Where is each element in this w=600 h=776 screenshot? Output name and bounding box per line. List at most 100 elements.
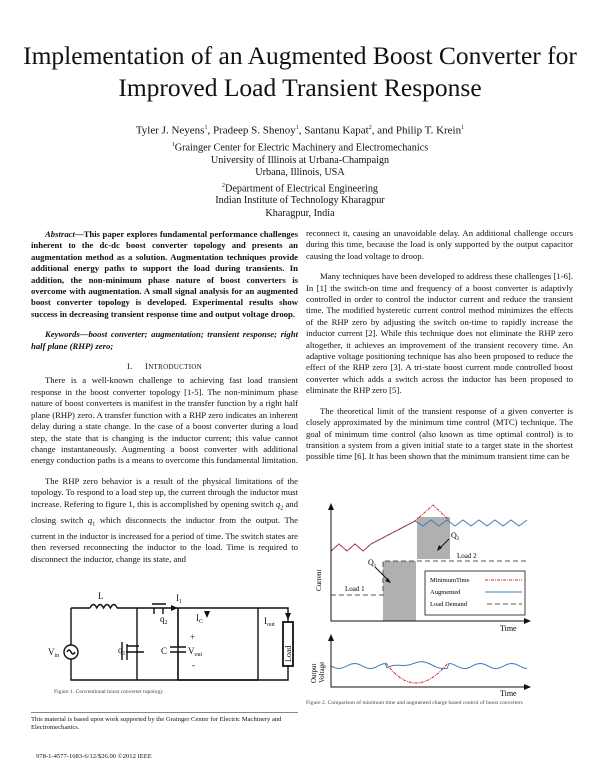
subscript: 2 <box>280 505 284 512</box>
label-ic: IC <box>196 613 203 625</box>
x-label-time: Time <box>500 624 517 633</box>
abstract: Abstract—This paper explores fundamental… <box>31 229 298 320</box>
title-line-2: Improved Load Transient Response <box>118 73 482 102</box>
affiliation-mark: 1 <box>171 142 175 149</box>
affiliation-line: 1Grainger Center for Electric Machinery … <box>0 139 600 155</box>
footnote-divider <box>31 712 298 713</box>
section-number: I. <box>126 361 133 372</box>
paragraph: The RHP zero behavior is a result of the… <box>31 476 298 565</box>
y-label-current: Current <box>315 570 323 591</box>
current-arrow-ic <box>204 611 210 618</box>
y-axis-voltage <box>330 639 525 688</box>
figure-1-caption: Figure 1. Conventional boost converter t… <box>54 689 164 695</box>
footnote: This material is based upon work support… <box>31 716 282 732</box>
label-load-2: Load 2 <box>457 552 477 560</box>
section-title-initial: I <box>144 361 149 372</box>
legend-label: MinimumTime <box>430 577 470 584</box>
switch-q2 <box>152 603 166 614</box>
y-axis-current <box>330 507 525 622</box>
abstract-label: Abstract <box>45 229 75 239</box>
x-axis-arrow <box>524 618 531 624</box>
text: and closing switch <box>31 498 298 525</box>
load-demand-line <box>331 560 527 596</box>
label-i1: I1 <box>176 593 182 605</box>
label-inductor: L <box>98 592 104 601</box>
author-affiliation-mark: 2 <box>368 125 372 131</box>
title-line-1: Implementation of an Augmented Boost Con… <box>23 41 577 70</box>
shaded-region-q1 <box>383 561 416 621</box>
label-capacitor: C <box>161 646 167 656</box>
label-q2: Q2 <box>451 531 460 542</box>
author: Philip T. Krein <box>395 124 462 137</box>
isbn-copyright: 978-1-4577-1683-6/12/$26.00 ©2012 IEEE <box>36 753 152 760</box>
label-iout: Iout <box>264 616 275 628</box>
author: Tyler J. Neyens <box>135 124 205 137</box>
right-column: reconnect it, causing an unavoidable del… <box>306 228 573 463</box>
affiliation-line: University of Illinois at Urbana-Champai… <box>210 154 390 166</box>
section-title-rest: NTRODUCTION <box>148 363 203 372</box>
label-minus: - <box>192 660 195 670</box>
separator: , <box>298 124 305 137</box>
keywords: Keywords—boost converter; augmentation; … <box>31 329 298 352</box>
arrow-head <box>385 578 391 583</box>
label-q1: q1 <box>118 645 126 657</box>
author-affiliation-mark: 1 <box>461 125 465 131</box>
paper-title: Implementation of an Augmented Boost Con… <box>0 40 600 104</box>
affiliation-text: Department of Electrical Engineering <box>224 183 379 195</box>
abstract-text: —This paper explores fundamental perform… <box>31 229 298 319</box>
legend-label: Augmented <box>430 589 461 596</box>
affiliation-text: Grainger Center for Electric Machinery a… <box>174 142 429 154</box>
label-load: Load <box>284 646 293 662</box>
current-arrow-i1 <box>171 605 178 611</box>
augmented-voltage <box>330 661 528 670</box>
figure-1-circuit: L I1 q2 q1 IC Iout Vin C Vout + - Load <box>48 592 294 681</box>
y-label-voltage: Voltage <box>318 662 326 683</box>
symbol: q <box>275 498 281 509</box>
keywords-label: Keywords <box>45 329 80 340</box>
affiliation-line: Indian Institute of Technology Kharagpur <box>215 195 385 207</box>
author: Santanu Kapat <box>304 124 369 137</box>
figure-2-plot: Q1 Q2 Load 1 Load 2 Current Time Minimum… <box>310 503 531 698</box>
affiliation-line: 2Department of Electrical Engineering <box>0 180 600 196</box>
inductor <box>89 603 118 610</box>
separator: , <box>207 124 213 137</box>
paragraph: reconnect it, causing an unavoidable del… <box>306 228 573 261</box>
y-axis-arrow <box>328 503 334 510</box>
text: The RHP zero behavior is a result of the… <box>31 475 298 509</box>
text: which disconnects the inductor from the … <box>31 514 298 564</box>
load-resistor <box>282 621 294 667</box>
label-vin: Vin <box>48 647 59 659</box>
left-column: Abstract—This paper explores fundamental… <box>31 229 298 565</box>
y-label-output: Output <box>310 664 318 684</box>
section-heading-introduction: I. INTRODUCTION <box>31 361 298 373</box>
augmented-current <box>330 519 528 552</box>
current-arrow-iout <box>285 613 291 620</box>
author-list: Tyler J. Neyens1, Pradeep S. Shenoy1, Sa… <box>0 122 600 137</box>
separator: , and <box>371 124 396 137</box>
label-load-1: Load 1 <box>345 585 365 593</box>
author-affiliation-mark: 1 <box>295 125 299 131</box>
label-q2: q2 <box>160 614 168 626</box>
shaded-region-q2 <box>417 517 450 559</box>
x-axis-arrow <box>524 684 531 690</box>
paragraph: There is a well-known challenge to achie… <box>31 375 298 466</box>
symbol: q <box>87 514 93 525</box>
affiliation-line: Urbana, Illinois, USA <box>255 167 345 179</box>
figure-2-caption: Figure 2. Comparison of minimum time and… <box>306 700 523 706</box>
voltage-source <box>63 644 79 660</box>
wire <box>70 607 289 681</box>
author-block: Tyler J. Neyens1, Pradeep S. Shenoy1, Sa… <box>0 122 600 220</box>
affiliation-mark: 2 <box>221 182 225 189</box>
minimum-time-voltage <box>385 662 449 684</box>
minimum-time-current <box>330 504 450 552</box>
author: Pradeep S. Shenoy <box>212 124 296 137</box>
paragraph: The theoretical limit of the transient r… <box>306 405 573 462</box>
legend-label: Load Demand <box>430 601 468 608</box>
legend-box <box>424 570 526 616</box>
y-axis-arrow <box>328 634 334 641</box>
x-label-time-voltage: Time <box>500 689 517 698</box>
label-plus: + <box>190 632 195 642</box>
capacitor <box>170 608 186 680</box>
affiliation-line: Kharagpur, India <box>265 207 335 219</box>
paragraph: Many techniques have been developed to a… <box>306 271 573 396</box>
